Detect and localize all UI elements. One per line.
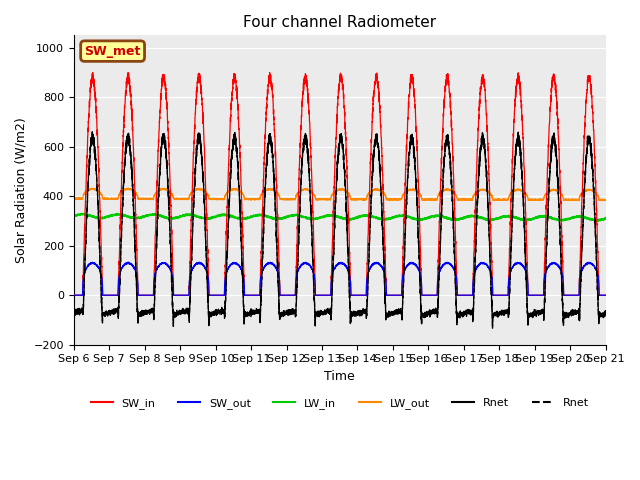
- Line: Rnet: Rnet: [74, 132, 605, 328]
- SW_in: [429, 292, 437, 298]
- LW_out: [459, 197, 467, 203]
- Rnet: [70, 309, 77, 314]
- Line: LW_out: LW_out: [74, 188, 605, 201]
- SW_in: [124, 70, 132, 75]
- Rnet: [459, 312, 467, 318]
- Rnet: [490, 313, 497, 319]
- X-axis label: Time: Time: [324, 370, 355, 383]
- SW_in: [166, 161, 173, 167]
- Rnet: [459, 314, 467, 320]
- SW_in: [601, 292, 609, 298]
- SW_in: [602, 292, 609, 298]
- Line: LW_in: LW_in: [74, 214, 605, 221]
- SW_out: [166, 265, 173, 271]
- SW_in: [320, 292, 328, 298]
- Rnet: [429, 310, 437, 315]
- Rnet: [429, 305, 437, 311]
- LW_out: [166, 188, 173, 193]
- Legend: SW_in, SW_out, LW_in, LW_out, Rnet, Rnet: SW_in, SW_out, LW_in, LW_out, Rnet, Rnet: [86, 394, 593, 413]
- LW_in: [320, 213, 328, 219]
- SW_out: [320, 292, 328, 298]
- LW_in: [595, 218, 602, 224]
- SW_out: [601, 292, 609, 298]
- Rnet: [515, 129, 522, 134]
- LW_in: [602, 216, 609, 221]
- LW_in: [489, 216, 497, 222]
- Line: SW_out: SW_out: [74, 262, 605, 295]
- LW_out: [602, 197, 609, 203]
- Rnet: [88, 129, 96, 134]
- Rnet: [166, 216, 173, 222]
- LW_out: [320, 196, 328, 202]
- LW_out: [598, 198, 605, 204]
- Line: Rnet: Rnet: [74, 132, 605, 326]
- LW_in: [602, 215, 609, 220]
- SW_in: [489, 292, 497, 298]
- SW_out: [602, 292, 609, 298]
- LW_in: [77, 211, 84, 216]
- SW_out: [429, 292, 437, 298]
- SW_out: [489, 292, 497, 298]
- LW_out: [602, 197, 609, 203]
- LW_out: [489, 197, 497, 203]
- Rnet: [489, 312, 497, 317]
- Rnet: [489, 324, 497, 329]
- Rnet: [489, 325, 497, 331]
- Title: Four channel Radiometer: Four channel Radiometer: [243, 15, 436, 30]
- Rnet: [320, 310, 328, 316]
- Text: SW_met: SW_met: [84, 45, 141, 58]
- LW_out: [70, 196, 77, 202]
- LW_in: [429, 214, 437, 219]
- Rnet: [602, 310, 609, 315]
- LW_out: [88, 185, 96, 191]
- SW_out: [124, 259, 132, 265]
- Rnet: [602, 308, 609, 314]
- SW_in: [459, 292, 467, 298]
- LW_in: [459, 216, 467, 221]
- LW_in: [166, 216, 173, 222]
- Y-axis label: Solar Radiation (W/m2): Solar Radiation (W/m2): [15, 117, 28, 263]
- Rnet: [70, 307, 77, 312]
- Rnet: [320, 309, 328, 314]
- SW_out: [70, 292, 77, 298]
- Rnet: [602, 309, 609, 314]
- Rnet: [602, 309, 609, 314]
- Rnet: [166, 219, 173, 225]
- Line: SW_in: SW_in: [74, 72, 605, 295]
- LW_in: [70, 213, 77, 218]
- SW_out: [459, 292, 467, 298]
- SW_in: [70, 292, 77, 298]
- LW_out: [429, 197, 437, 203]
